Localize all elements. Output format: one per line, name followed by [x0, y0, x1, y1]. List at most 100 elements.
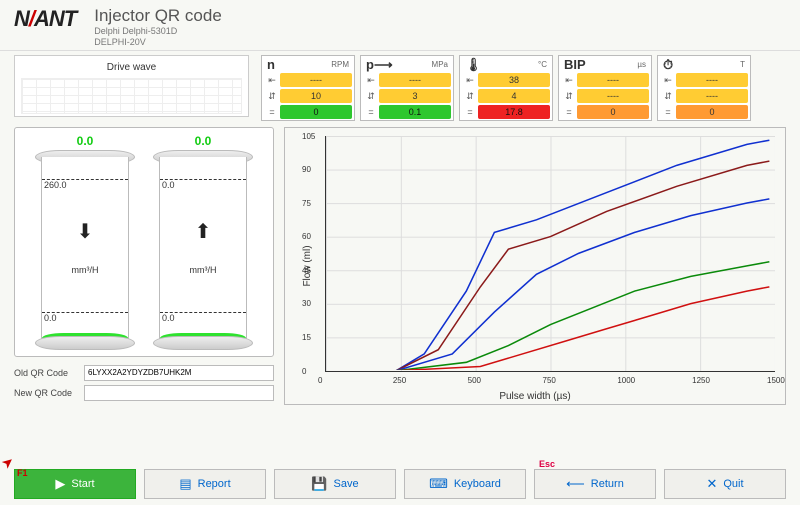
- play-icon: ▶: [55, 476, 65, 492]
- gauge-set-icon: ⇵: [264, 91, 280, 102]
- chart-series: [396, 198, 769, 370]
- cylinder-mark-bot: 0.0: [42, 312, 128, 323]
- x-tick: 500: [468, 376, 481, 385]
- save-icon: 💾: [311, 476, 327, 492]
- gauge-value: 0: [280, 105, 352, 119]
- logo-part: ANT: [34, 6, 76, 31]
- gauge-value: 0: [676, 105, 748, 119]
- y-tick: 0: [302, 367, 306, 376]
- cylinder-mark-top: 0.0: [160, 179, 246, 190]
- chart-canvas: 02505007501000125015000153045607590105: [325, 136, 775, 372]
- cylinder-unit: mm³/H: [42, 265, 128, 275]
- gauge-value: ----: [280, 73, 352, 87]
- x-tick: 1500: [767, 376, 785, 385]
- start-button[interactable]: F1 ▶ Start: [14, 469, 136, 499]
- y-tick: 30: [302, 299, 311, 308]
- gauge-actual-icon: =: [363, 107, 379, 117]
- report-icon: ▤: [179, 476, 191, 492]
- gauge-max-icon: ⇤: [660, 75, 676, 86]
- keyboard-icon: ⌨: [429, 476, 448, 492]
- drive-wave-panel: Drive wave: [14, 55, 249, 117]
- quit-button[interactable]: ✕ Quit: [664, 469, 786, 499]
- old-qr-label: Old QR Code: [14, 368, 84, 378]
- f1-key-label: F1: [17, 468, 28, 478]
- gauge-unit: µs: [637, 60, 646, 69]
- button-row: F1 ▶ Start ▤ Report 💾 Save ⌨ Keyboard Es…: [14, 469, 786, 499]
- cylinder-tube: 0.0 ⬆ mm³/H 0.0: [159, 157, 247, 343]
- gauge-value: ----: [577, 89, 649, 103]
- chart-x-label: Pulse width (µs): [499, 391, 570, 402]
- cylinder-base: [35, 336, 135, 350]
- gauge-value: 0: [577, 105, 649, 119]
- gauge-unit: T: [740, 60, 745, 69]
- gauge-actual-icon: =: [660, 107, 676, 117]
- quit-label: Quit: [723, 478, 743, 490]
- gauge-value: 38: [478, 73, 550, 87]
- report-label: Report: [198, 478, 231, 490]
- save-label: Save: [334, 478, 359, 490]
- chart-lines: [326, 136, 775, 371]
- cylinder-tube: 260.0 ⬇ mm³/H 0.0: [41, 157, 129, 343]
- save-button[interactable]: 💾 Save: [274, 469, 396, 499]
- gauge-set-icon: ⇵: [363, 91, 379, 102]
- gauge-card: ⏱T⇤----⇵----=0: [657, 55, 751, 121]
- top-row: Drive wave nRPM⇤----⇵10=0p⟶MPa⇤----⇵3=0.…: [0, 51, 800, 121]
- gauge-max-icon: ⇤: [462, 75, 478, 86]
- cylinder-body: 260.0 ⬇ mm³/H 0.0: [35, 150, 135, 350]
- new-qr-label: New QR Code: [14, 388, 84, 398]
- cylinder-left: 0.0 260.0 ⬇ mm³/H 0.0: [35, 134, 135, 350]
- gauge-value: 4: [478, 89, 550, 103]
- header: N/ANT Injector QR code Delphi Delphi-530…: [0, 0, 800, 51]
- subtitle-2: DELPHI-20V: [94, 37, 222, 48]
- chart-panel: Flow (ml) Pulse width (µs) 0250500750100…: [284, 127, 786, 405]
- gauge-value: ----: [676, 89, 748, 103]
- gauge-symbol: ⏱: [663, 57, 673, 73]
- title-block: Injector QR code Delphi Delphi-5301D DEL…: [94, 6, 222, 48]
- gauge-max-icon: ⇤: [363, 75, 379, 86]
- report-button[interactable]: ▤ Report: [144, 469, 266, 499]
- cylinder-mark-top: 260.0: [42, 179, 128, 190]
- gauge-set-icon: ⇵: [462, 91, 478, 102]
- logo: N/ANT: [14, 6, 76, 32]
- drive-wave-grid: [21, 78, 242, 114]
- gauge-actual-icon: =: [561, 107, 577, 117]
- logo-part: N: [14, 6, 29, 31]
- keyboard-button[interactable]: ⌨ Keyboard: [404, 469, 526, 499]
- chart-series: [396, 161, 769, 371]
- y-tick: 45: [302, 266, 311, 275]
- gauge-value: 17.8: [478, 105, 550, 119]
- y-tick: 75: [302, 199, 311, 208]
- page-title: Injector QR code: [94, 6, 222, 26]
- gauge-symbol: n: [267, 57, 275, 72]
- gauge-card: 🌡°C⇤38⇵4=17.8: [459, 55, 553, 121]
- cylinder-mark-bot: 0.0: [160, 312, 246, 323]
- old-qr-input[interactable]: [84, 365, 274, 381]
- start-label: Start: [71, 478, 94, 490]
- gauge-unit: °C: [538, 60, 547, 69]
- gauge-card: nRPM⇤----⇵10=0: [261, 55, 355, 121]
- gauges-row: nRPM⇤----⇵10=0p⟶MPa⇤----⇵3=0.1🌡°C⇤38⇵4=1…: [261, 55, 751, 121]
- gauge-max-icon: ⇤: [264, 75, 280, 86]
- gauge-actual-icon: =: [264, 107, 280, 117]
- gauge-value: 0.1: [379, 105, 451, 119]
- x-tick: 0: [318, 376, 322, 385]
- gauge-value: ----: [577, 73, 649, 87]
- injector-down-icon: ⬇: [77, 219, 94, 244]
- x-tick: 1250: [692, 376, 710, 385]
- y-tick: 15: [302, 333, 311, 342]
- qr-block: Old QR Code New QR Code: [14, 365, 274, 401]
- gauge-unit: RPM: [331, 60, 349, 69]
- injector-up-icon: ⬆: [195, 219, 212, 244]
- gauge-symbol: p⟶: [366, 57, 393, 73]
- gauge-symbol: BIP: [564, 57, 586, 72]
- gauge-value: ----: [379, 73, 451, 87]
- new-qr-input[interactable]: [84, 385, 274, 401]
- cylinder-body: 0.0 ⬆ mm³/H 0.0: [153, 150, 253, 350]
- y-tick: 90: [302, 165, 311, 174]
- gauge-card: p⟶MPa⇤----⇵3=0.1: [360, 55, 454, 121]
- gauge-symbol: 🌡: [465, 57, 482, 73]
- esc-key-label: Esc: [539, 459, 555, 469]
- return-button[interactable]: Esc ⟵ Return: [534, 469, 656, 499]
- keyboard-label: Keyboard: [454, 478, 501, 490]
- gauge-value: ----: [676, 73, 748, 87]
